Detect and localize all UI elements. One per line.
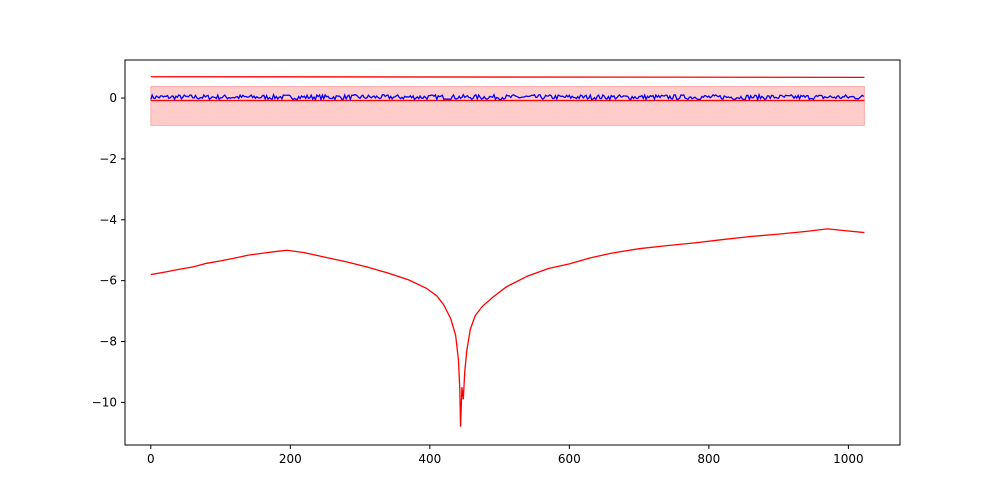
y-tick-label: −6 [99, 274, 117, 288]
y-axis-ticks: 0 −2 −4 −6 −8 −10 [92, 91, 125, 409]
confidence-band [150, 85, 865, 126]
confidence-band-layer [150, 85, 865, 126]
x-axis-ticks: 0 200 400 600 800 1000 [147, 445, 864, 466]
x-tick-label: 200 [279, 452, 302, 466]
y-tick-label: 0 [109, 91, 117, 105]
plot-frame [124, 59, 901, 446]
x-tick-label: 600 [558, 452, 581, 466]
series-line-4 [150, 228, 865, 427]
series-line-3 [150, 92, 865, 102]
x-tick-label: 400 [418, 452, 441, 466]
y-tick-label: −10 [92, 395, 117, 409]
series-layer [150, 76, 865, 427]
y-tick-label: −4 [99, 213, 117, 227]
y-tick-label: −8 [99, 335, 117, 349]
x-tick-label: 800 [697, 452, 720, 466]
series-line-1 [150, 76, 865, 78]
x-tick-label: 1000 [833, 452, 864, 466]
x-tick-label: 0 [147, 452, 155, 466]
y-tick-label: −2 [99, 152, 117, 166]
